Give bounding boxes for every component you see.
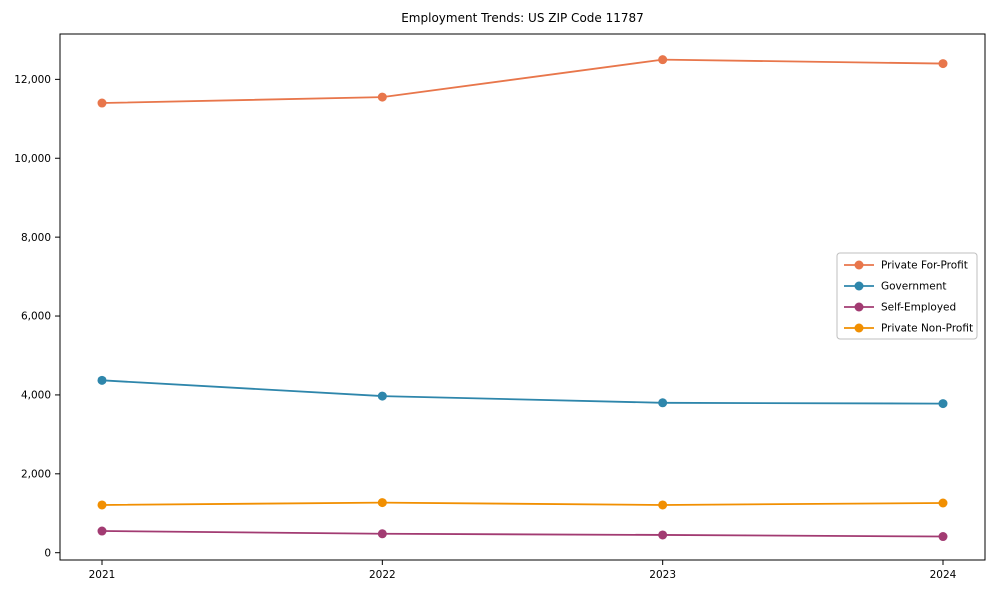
- legend: Private For-Profit Government Self-Employe…: [836, 252, 978, 340]
- data-point: [658, 398, 668, 408]
- data-point: [938, 498, 948, 508]
- legend-item-self-employed: Self-Employed: [844, 302, 956, 314]
- data-point: [938, 399, 948, 409]
- data-point: [97, 98, 107, 108]
- data-point: [658, 530, 668, 540]
- legend-item-private-non-profit: Private Non-Profit: [844, 323, 973, 335]
- y-tick-label: 8,000: [21, 232, 51, 244]
- x-tick-label: 2021: [89, 569, 116, 581]
- data-point: [377, 529, 387, 539]
- legend-item-government: Government: [844, 281, 946, 293]
- series-line: [101, 58, 944, 104]
- legend-label: Self-Employed: [881, 302, 956, 314]
- x-tick-label: 2024: [930, 569, 957, 581]
- data-point: [377, 498, 387, 508]
- y-tick-label: 6,000: [21, 311, 51, 323]
- plot-border: [59, 33, 986, 561]
- legend-marker: [854, 302, 864, 312]
- legend-label: Private Non-Profit: [881, 323, 973, 335]
- series-private-non-profit: [97, 498, 948, 510]
- legend-marker: [854, 260, 864, 270]
- series-line: [101, 530, 944, 538]
- series-private-for-profit: [97, 55, 948, 108]
- series-line: [101, 379, 944, 405]
- series-line: [101, 501, 944, 506]
- legend-label: Private For-Profit: [881, 260, 968, 272]
- data-point: [658, 55, 668, 65]
- series-government: [97, 375, 948, 409]
- legend-box: [836, 252, 978, 340]
- x-tick-label: 2023: [649, 569, 676, 581]
- data-point: [938, 532, 948, 542]
- y-tick-label: 0: [44, 547, 51, 559]
- legend-item-private-for-profit: Private For-Profit: [844, 260, 968, 272]
- y-tick-label: 12,000: [14, 74, 51, 86]
- data-point: [97, 500, 107, 510]
- data-point: [97, 526, 107, 536]
- x-axis: 2021 2022 2023 2024: [89, 560, 957, 581]
- series-self-employed: [97, 526, 948, 542]
- y-axis: 0 2,000 4,000 6,000 8,000 10,000 12,000: [14, 74, 60, 559]
- data-point: [97, 375, 107, 385]
- legend-marker: [854, 323, 864, 333]
- data-point: [377, 92, 387, 102]
- legend-marker: [854, 281, 864, 291]
- data-point: [938, 59, 948, 69]
- chart-title: Employment Trends: US ZIP Code 11787: [401, 11, 644, 25]
- data-point: [377, 391, 387, 401]
- y-tick-label: 4,000: [21, 390, 51, 402]
- legend-label: Government: [881, 281, 946, 293]
- y-tick-label: 10,000: [14, 153, 51, 165]
- y-tick-label: 2,000: [21, 469, 51, 481]
- x-tick-label: 2022: [369, 569, 396, 581]
- data-point: [658, 500, 668, 510]
